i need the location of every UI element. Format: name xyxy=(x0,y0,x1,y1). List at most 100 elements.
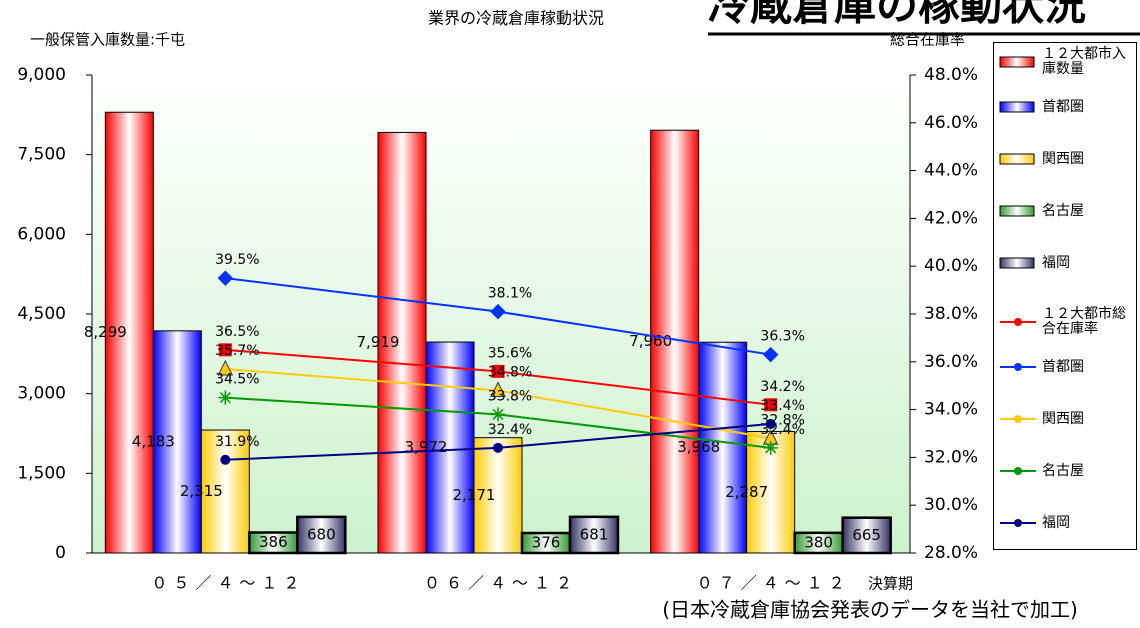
x-tick-label: ０５／４～１２ xyxy=(151,574,305,593)
y2-tick-label: 30.0% xyxy=(924,495,978,515)
bar xyxy=(152,330,202,554)
legend-patch xyxy=(999,56,1035,68)
bar xyxy=(296,515,347,555)
legend-item: 首都圏 xyxy=(998,359,1136,375)
line-value-label: 34.8% xyxy=(488,364,532,380)
legend-marker xyxy=(1014,363,1022,371)
bar xyxy=(200,429,250,554)
legend-label: 名古屋 xyxy=(1042,462,1084,479)
line-marker xyxy=(762,346,779,363)
legend-item: 関西圏 xyxy=(998,411,1136,427)
source-note: (日本冷蔵倉庫協会発表のデータを当社で加工) xyxy=(662,598,1078,622)
line-value-label: 33.8% xyxy=(488,388,532,404)
y2-tick-label: 40.0% xyxy=(924,256,978,276)
bar xyxy=(377,131,427,554)
bar-value-label: 4,183 xyxy=(132,432,175,450)
bar-value-label: 2,171 xyxy=(453,486,496,504)
line-value-label: 36.3% xyxy=(760,329,804,345)
legend-swatch xyxy=(999,205,1035,217)
legend-swatch xyxy=(1000,363,1036,371)
chart-title: 冷蔵倉庫の稼動状況 xyxy=(708,0,1086,30)
bar-value-label: 681 xyxy=(580,525,609,543)
legend-label: 福岡 xyxy=(1042,514,1070,531)
line-marker xyxy=(220,454,231,465)
y2-tick-label: 46.0% xyxy=(924,113,978,133)
chart-subtitle: 業界の冷蔵倉庫稼動状況 xyxy=(428,9,604,28)
y-tick-label: 3,000 xyxy=(17,384,66,404)
legend-label: 名古屋 xyxy=(1042,202,1084,219)
legend-label: 首都圏 xyxy=(1042,98,1084,115)
legend: １２大都市入庫数量 首都圏 関西圏 名古屋 福岡 １２大都市総合在庫率 首都圏 関西圏 名古屋福… xyxy=(993,42,1137,550)
bar-value-label: 2,287 xyxy=(725,483,768,501)
bar xyxy=(425,341,475,554)
legend-label: 首都圏 xyxy=(1042,358,1084,375)
legend-swatch xyxy=(1000,318,1036,326)
legend-label: 関西圏 xyxy=(1042,150,1084,167)
line-marker xyxy=(493,442,503,453)
line-marker xyxy=(217,359,234,376)
line-value-label: 34.5% xyxy=(215,372,259,388)
legend-label: １２大都市総合在庫率 xyxy=(1042,306,1126,337)
y2-tick-label: 44.0% xyxy=(924,161,978,181)
y-tick-label: 9,000 xyxy=(17,65,66,85)
legend-item: 福岡 xyxy=(998,255,1136,271)
bar-value-label: 376 xyxy=(532,534,561,552)
y-tick-label: 7,500 xyxy=(17,145,66,165)
y2-tick-label: 38.0% xyxy=(924,304,978,324)
legend-swatch xyxy=(1000,519,1036,527)
line-marker xyxy=(490,381,506,397)
line-value-label: 34.2% xyxy=(760,379,804,395)
legend-item: 福岡 xyxy=(998,515,1136,531)
line-marker xyxy=(218,343,232,357)
legend-patch xyxy=(999,205,1035,217)
legend-patch xyxy=(999,101,1035,113)
bar-value-label: 7,919 xyxy=(357,333,400,351)
line-value-label: 38.1% xyxy=(488,286,532,302)
legend-item: 首都圏 xyxy=(998,99,1136,115)
legend-swatch xyxy=(999,101,1035,113)
line-value-label: 36.5% xyxy=(215,324,259,340)
legend-marker xyxy=(1014,467,1022,475)
legend-item: 名古屋 xyxy=(998,463,1136,479)
bar xyxy=(568,515,620,555)
line-value-label: 35.6% xyxy=(488,345,532,361)
bar xyxy=(698,341,748,554)
line-marker xyxy=(763,440,778,455)
legend-label: 関西圏 xyxy=(1042,410,1084,427)
y2-tick-label: 34.0% xyxy=(924,400,978,420)
legend-marker xyxy=(1014,318,1022,326)
legend-item: １２大都市総合在庫率 xyxy=(998,307,1136,337)
y2-tick-label: 36.0% xyxy=(924,352,978,372)
legend-label: 福岡 xyxy=(1042,254,1070,271)
legend-patch xyxy=(999,257,1035,269)
legend-swatch xyxy=(999,56,1035,68)
line-value-label: 39.5% xyxy=(215,252,259,268)
legend-item: 名古屋 xyxy=(998,203,1136,219)
y-axis-label: 一般保管入庫数量:千屯 xyxy=(30,31,185,49)
y-tick-label: 4,500 xyxy=(17,304,66,324)
line-value-label: 32.4% xyxy=(488,422,532,438)
line-marker xyxy=(765,418,776,429)
line-marker xyxy=(491,407,505,422)
bar-value-label: 680 xyxy=(307,525,336,543)
bar-value-label: 3,968 xyxy=(677,438,720,456)
x-tick-label: ０６／４～１２ xyxy=(424,574,578,593)
bar-value-label: 2,315 xyxy=(180,482,223,500)
legend-marker xyxy=(1014,415,1022,423)
line-marker xyxy=(217,270,234,286)
legend-swatch xyxy=(1000,467,1036,475)
bar xyxy=(104,111,154,554)
bar xyxy=(841,516,892,555)
line-marker xyxy=(490,303,506,320)
line-marker xyxy=(491,364,505,378)
bar-value-label: 380 xyxy=(804,533,833,551)
line-value-label: 31.9% xyxy=(215,434,259,450)
legend-patch xyxy=(999,153,1035,165)
line-marker xyxy=(218,390,233,405)
y-tick-label: 1,500 xyxy=(17,463,66,483)
y2-axis-label: 総合在庫率 xyxy=(890,31,965,49)
legend-swatch xyxy=(1000,415,1036,423)
y2-tick-label: 32.0% xyxy=(924,447,978,467)
bar-value-label: 3,972 xyxy=(405,438,448,456)
